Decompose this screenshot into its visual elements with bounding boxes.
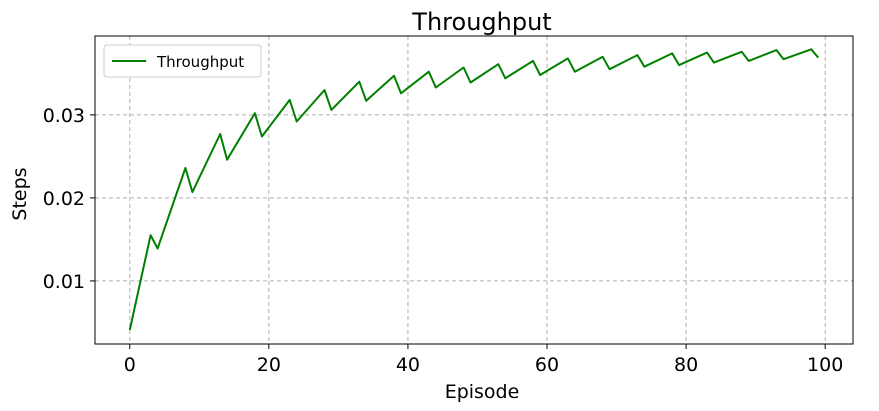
y-axis-label: Steps (9, 167, 31, 220)
x-tick-label: 0 (124, 354, 136, 376)
x-tick-label: 20 (257, 354, 281, 376)
legend: Throughput (103, 44, 262, 78)
x-axis: 0 20 40 60 80 100 (124, 344, 843, 376)
y-tick-label: 0.02 (43, 188, 85, 210)
grid (95, 36, 853, 344)
legend-label: Throughput (156, 53, 244, 71)
series-group (128, 48, 819, 331)
y-tick-label: 0.01 (43, 271, 85, 293)
chart-title: Throughput (411, 8, 551, 36)
series-line-throughput (128, 48, 819, 331)
plot-frame (94, 35, 854, 345)
y-tick-label: 0.03 (43, 105, 85, 127)
x-tick-label: 100 (807, 354, 843, 376)
x-axis-label: Episode (445, 381, 520, 403)
y-axis: 0.01 0.02 0.03 (43, 105, 95, 293)
legend-box (103, 44, 262, 78)
x-tick-label: 80 (674, 354, 698, 376)
x-tick-label: 40 (396, 354, 420, 376)
x-tick-label: 60 (535, 354, 559, 376)
